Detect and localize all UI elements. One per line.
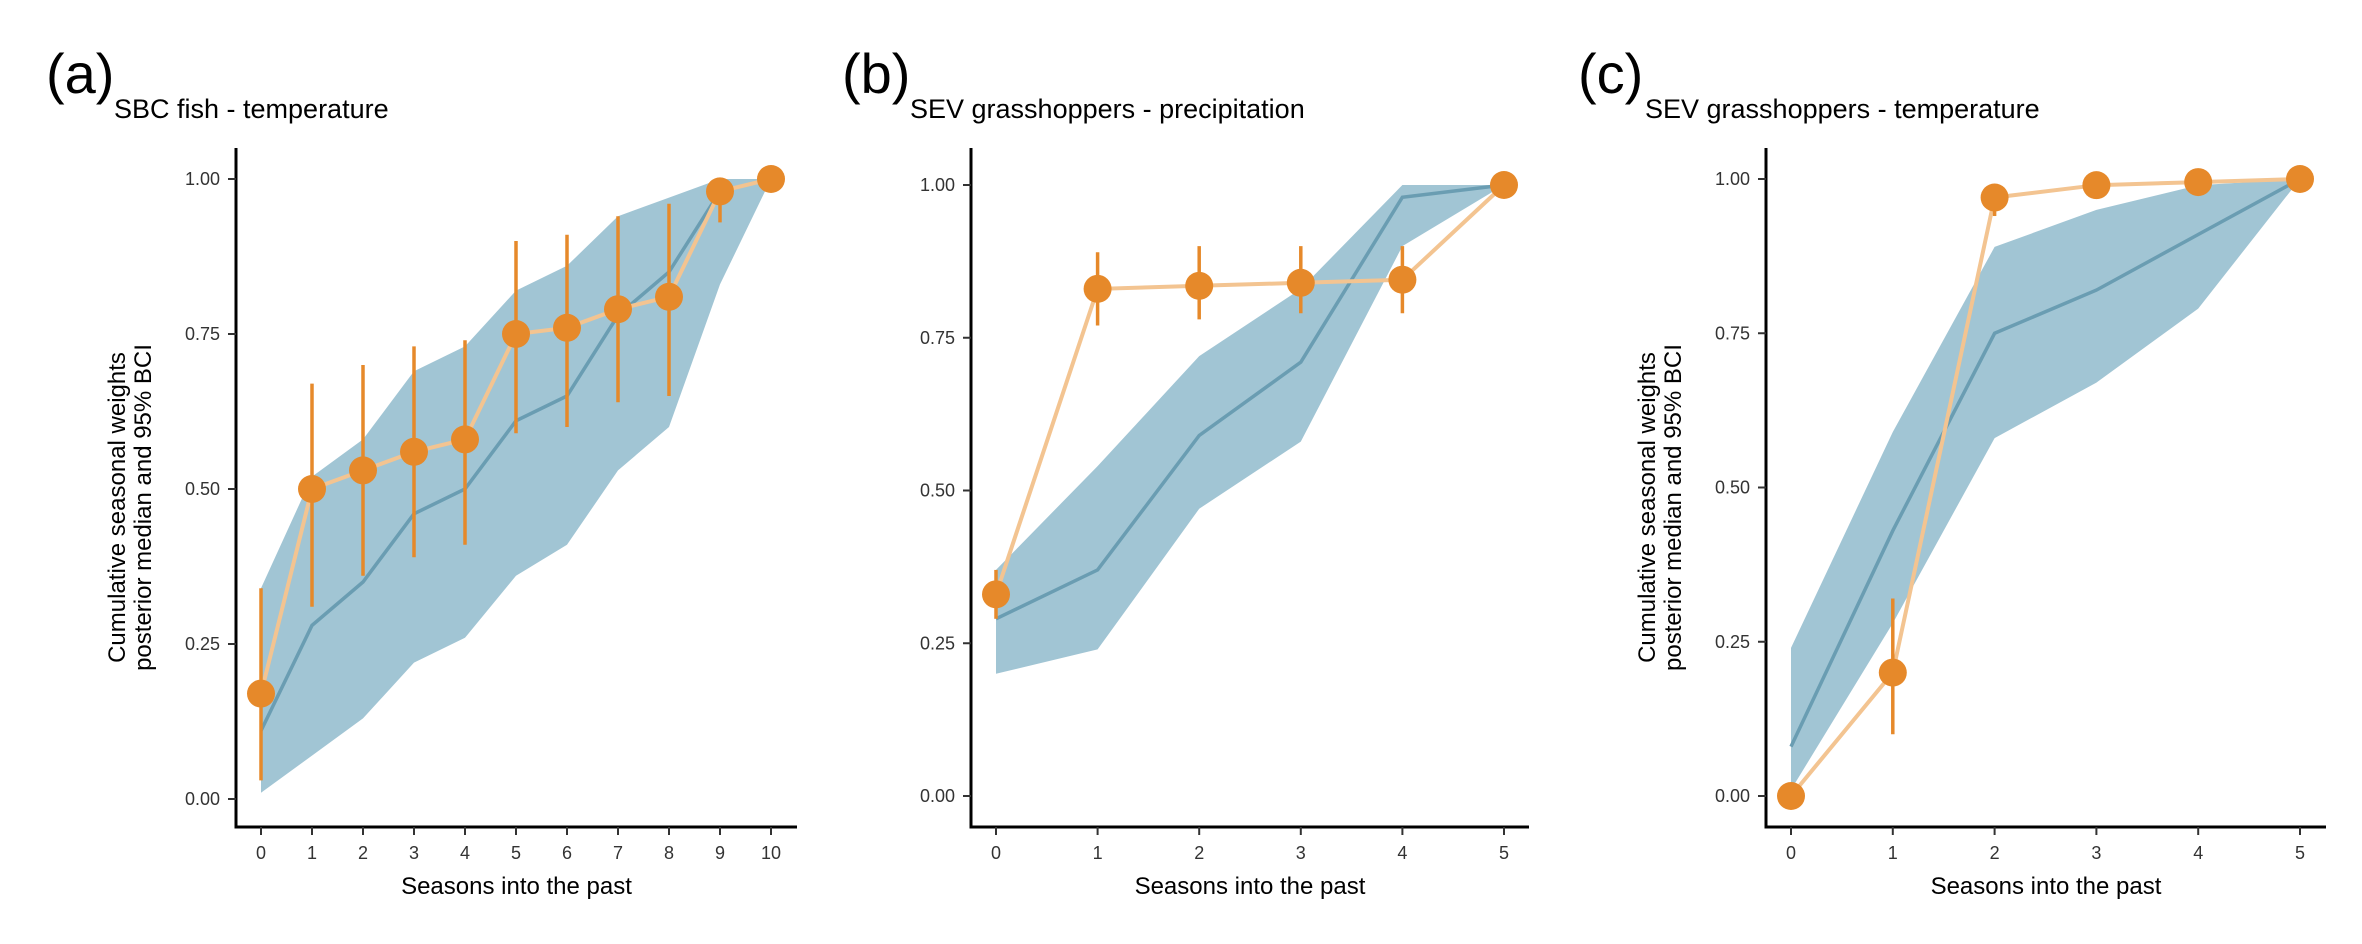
data-point [1185,271,1214,300]
data-point [400,437,428,466]
x-tick-label: 5 [2295,843,2305,863]
x-tick-label: 1 [1888,843,1898,863]
data-point [757,165,785,193]
x-tick-label: 2 [358,843,368,863]
y-tick-label: 0.50 [185,479,220,499]
x-tick-label: 10 [761,843,781,863]
x-axis-title: Seasons into the past [1931,873,2162,900]
median-line [995,183,1505,621]
y-axis-title: Cumulative seasonal weights [104,352,131,663]
panel-title: SEV grasshoppers - precipitation [910,94,1305,124]
y-axis-title: posterior median and 95% BCI [130,344,157,671]
x-tick-label: 1 [307,843,317,863]
data-point [1878,658,1907,687]
credible-band [996,185,1504,674]
y-tick-label: 0.00 [920,786,955,806]
data-point [1388,265,1417,294]
panel-letter: (a) [46,42,114,105]
y-tick-label: 0.25 [185,634,220,654]
y-tick-label: 1.00 [1715,169,1750,189]
x-tick-label: 4 [2193,843,2203,863]
y-tick-label: 0.50 [920,481,955,501]
data-point [1490,171,1518,199]
x-tick-label: 0 [256,843,266,863]
panel-b: (b)SEV grasshoppers - precipitation 0.00 0… [842,42,1529,900]
x-tick-label: 3 [2091,843,2101,863]
data-point [451,425,479,454]
y-tick-label: 1.00 [185,169,220,189]
panel-title: SBC fish - temperature [114,94,389,124]
credible-band [261,179,771,793]
y-axis-title: Cumulative seasonal weights [1634,352,1661,663]
y-tick-label: 0.75 [920,328,955,348]
y-tick-label: 0.75 [1715,323,1750,343]
x-tick-label: 4 [1397,843,1407,863]
x-tick-label: 4 [460,843,470,863]
data-point [247,679,275,708]
panel-a: (a)SBC fish - temperature 0.00 0.25 0.50 0.7… [46,42,797,900]
data-point [553,313,581,342]
x-axis-title: Seasons into the past [1135,873,1366,900]
x-tick-label: 2 [1990,843,2000,863]
data-point [349,456,377,485]
panel-letter: (c) [1578,42,1643,105]
estimate-line [994,183,1506,596]
y-tick-label: 0.75 [185,324,220,344]
x-tick-label: 5 [511,843,521,863]
data-point [2082,171,2111,200]
data-point [982,580,1010,609]
data-point [2286,165,2314,193]
x-tick-label: 0 [1786,843,1796,863]
data-point [706,177,734,206]
x-tick-label: 2 [1194,843,1204,863]
x-tick-label: 6 [562,843,572,863]
x-tick-label: 9 [715,843,725,863]
median-line [1789,177,2301,748]
data-point [2184,168,2213,197]
x-tick-label: 5 [1499,843,1509,863]
data-point [1083,274,1112,303]
panel-letter: (b) [842,42,910,105]
y-tick-label: 1.00 [920,175,955,195]
y-tick-label: 0.25 [1715,632,1750,652]
data-point [655,282,683,311]
x-tick-label: 8 [664,843,674,863]
data-point [1777,782,1805,810]
y-tick-label: 0.50 [1715,478,1750,498]
y-tick-label: 0.00 [1715,786,1750,806]
estimate-line [1789,177,2301,798]
data-point [1980,183,2009,212]
y-tick-label: 0.00 [185,789,220,809]
y-axis-title: posterior median and 95% BCI [1660,344,1687,671]
panel-title: SEV grasshoppers - temperature [1645,94,2040,124]
x-tick-label: 7 [613,843,623,863]
panel-c: (c)SEV grasshoppers - temperature 0.00 0.2… [1578,42,2326,900]
x-tick-label: 1 [1093,843,1103,863]
data-point [1286,268,1315,297]
y-tick-label: 0.25 [920,633,955,653]
data-point [298,475,326,503]
x-tick-label: 3 [409,843,419,863]
x-tick-label: 3 [1296,843,1306,863]
credible-band [1791,179,2300,790]
x-tick-label: 0 [991,843,1001,863]
data-point [604,295,632,324]
data-point [502,320,530,348]
x-axis-title: Seasons into the past [401,873,632,900]
